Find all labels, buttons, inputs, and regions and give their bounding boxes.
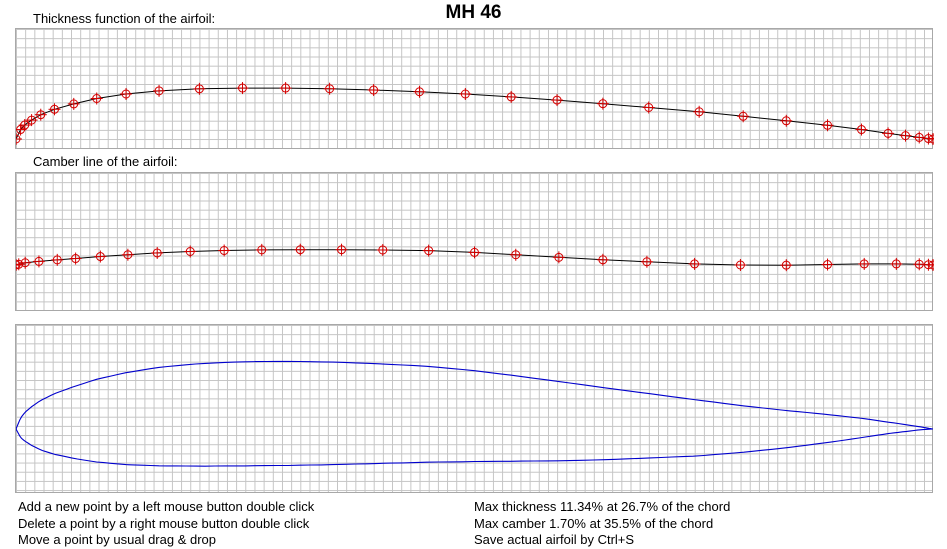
airfoil-title: MH 46 — [445, 2, 502, 23]
control-point[interactable] — [693, 105, 706, 118]
control-point[interactable] — [236, 82, 249, 95]
control-point[interactable] — [551, 94, 564, 107]
instructions-block: Add a new point by a left mouse button d… — [18, 499, 314, 549]
control-point[interactable] — [25, 114, 38, 127]
control-point[interactable] — [323, 82, 336, 95]
airfoil-shape-canvas — [16, 360, 933, 467]
control-point[interactable] — [153, 84, 166, 97]
control-point[interactable] — [780, 259, 793, 272]
thickness-curve-canvas[interactable] — [16, 29, 934, 150]
instruction-delete-point: Delete a point by a right mouse button d… — [18, 515, 310, 531]
control-point[interactable] — [94, 250, 107, 263]
control-point[interactable] — [552, 251, 565, 264]
control-point[interactable] — [335, 243, 348, 256]
control-point[interactable] — [459, 88, 472, 100]
airfoil-outline — [16, 360, 933, 467]
control-point[interactable] — [32, 255, 45, 268]
control-point[interactable] — [737, 110, 750, 123]
control-point[interactable] — [34, 108, 47, 121]
instruction-add-point: Add a new point by a left mouse button d… — [18, 499, 315, 514]
control-point[interactable] — [890, 257, 903, 270]
control-point[interactable] — [90, 92, 103, 105]
thickness-label: Thickness function of the airfoil: — [33, 11, 216, 26]
control-point[interactable] — [640, 255, 653, 268]
control-point[interactable] — [294, 243, 307, 256]
control-point[interactable] — [927, 133, 934, 145]
control-point[interactable] — [16, 259, 22, 271]
control-point[interactable] — [193, 82, 206, 95]
control-point[interactable] — [858, 257, 871, 270]
control-point[interactable] — [596, 253, 609, 266]
airfoil-preview-panel — [15, 324, 933, 493]
max-camber-text: Max camber 1.70% at 35.5% of the chord — [474, 515, 714, 531]
control-point[interactable] — [509, 248, 522, 261]
control-point[interactable] — [120, 88, 133, 100]
control-point[interactable] — [69, 252, 82, 265]
control-point[interactable] — [184, 245, 197, 258]
stats-block: Max thickness 11.34% at 26.7% of the cho… — [474, 499, 730, 549]
control-point[interactable] — [18, 119, 31, 132]
control-point[interactable] — [413, 85, 426, 98]
instruction-move-point: Move a point by usual drag & drop — [18, 532, 217, 547]
control-point[interactable] — [151, 246, 164, 259]
control-point[interactable] — [376, 243, 389, 256]
max-thickness-text: Max thickness 11.34% at 26.7% of the cho… — [474, 499, 731, 514]
control-point[interactable] — [821, 258, 834, 271]
control-point[interactable] — [642, 101, 655, 114]
control-point[interactable] — [780, 114, 793, 127]
thickness-editor-panel[interactable] — [15, 28, 934, 150]
control-point[interactable] — [596, 97, 609, 110]
control-point[interactable] — [899, 129, 912, 142]
control-point[interactable] — [255, 243, 268, 256]
control-point[interactable] — [422, 244, 435, 257]
control-point[interactable] — [734, 259, 747, 271]
control-point[interactable] — [927, 259, 934, 271]
control-point[interactable] — [688, 257, 701, 270]
control-point[interactable] — [279, 82, 292, 95]
control-point[interactable] — [16, 133, 22, 145]
control-point[interactable] — [505, 90, 518, 103]
control-point[interactable] — [855, 123, 868, 136]
control-point[interactable] — [16, 258, 25, 271]
control-point[interactable] — [913, 131, 926, 144]
control-point[interactable] — [468, 246, 481, 259]
save-hint-text: Save actual airfoil by Ctrl+S — [474, 532, 635, 547]
control-point[interactable] — [19, 256, 32, 269]
control-point[interactable] — [51, 253, 64, 266]
control-point[interactable] — [67, 97, 80, 110]
control-point[interactable] — [218, 244, 231, 257]
control-point[interactable] — [367, 84, 380, 97]
control-point[interactable] — [882, 127, 895, 140]
control-point[interactable] — [48, 103, 61, 116]
control-point[interactable] — [121, 248, 134, 261]
camber-label: Camber line of the airfoil: — [33, 154, 178, 169]
camber-editor-panel[interactable] — [15, 172, 934, 312]
thickness-curve — [16, 87, 934, 140]
camber-curve-canvas[interactable] — [16, 173, 934, 312]
control-point[interactable] — [821, 119, 834, 132]
